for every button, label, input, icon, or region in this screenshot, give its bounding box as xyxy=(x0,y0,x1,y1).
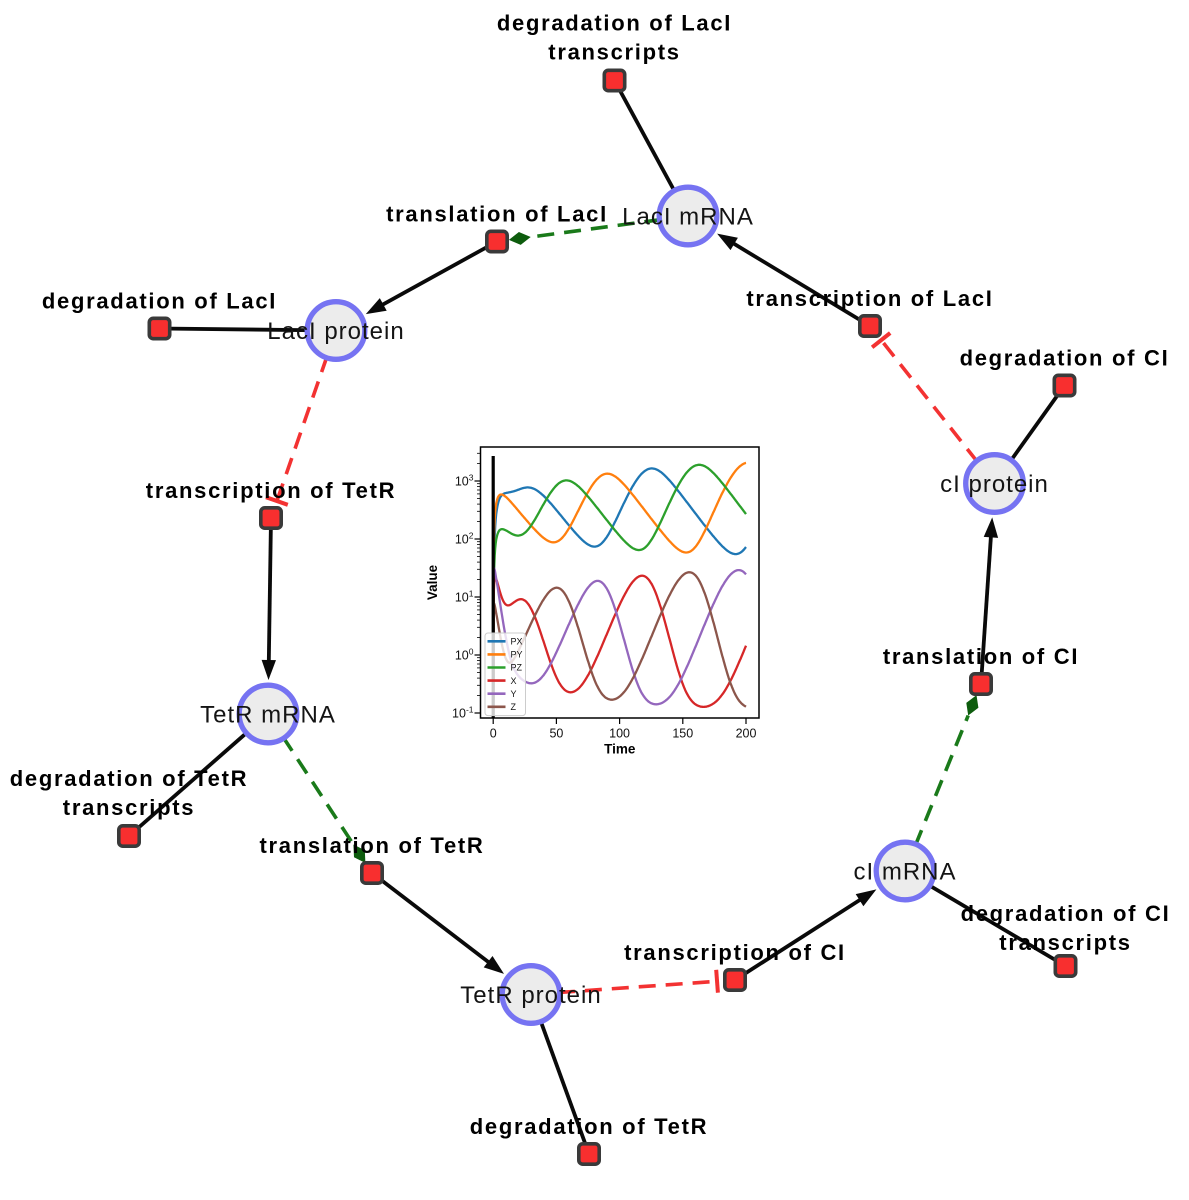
svg-text:Z: Z xyxy=(511,702,517,712)
svg-text:degradation of LacI: degradation of LacI xyxy=(497,11,732,36)
svg-text:PZ: PZ xyxy=(511,663,523,673)
svg-text:translation of TetR: translation of TetR xyxy=(259,833,484,858)
svg-text:150: 150 xyxy=(672,727,693,741)
svg-text:200: 200 xyxy=(736,727,757,741)
svg-text:cI mRNA: cI mRNA xyxy=(854,859,957,886)
svg-text:degradation of CI: degradation of CI xyxy=(960,346,1170,371)
svg-text:degradation of TetR: degradation of TetR xyxy=(470,1114,708,1139)
svg-text:transcripts: transcripts xyxy=(548,40,680,65)
svg-text:PX: PX xyxy=(511,637,523,647)
svg-text:transcription of LacI: transcription of LacI xyxy=(746,286,993,311)
svg-text:Y: Y xyxy=(511,689,517,699)
svg-text:50: 50 xyxy=(549,727,563,741)
svg-text:degradation of LacI: degradation of LacI xyxy=(42,289,277,314)
svg-text:degradation of TetR: degradation of TetR xyxy=(10,766,248,791)
svg-text:LacI mRNA: LacI mRNA xyxy=(622,204,754,231)
svg-text:transcripts: transcripts xyxy=(63,795,195,820)
svg-text:transcripts: transcripts xyxy=(999,930,1131,955)
svg-text:Value: Value xyxy=(425,564,440,600)
svg-text:transcription of CI: transcription of CI xyxy=(624,940,846,965)
svg-text:100: 100 xyxy=(609,727,630,741)
svg-text:translation of LacI: translation of LacI xyxy=(386,202,608,227)
svg-text:PY: PY xyxy=(511,650,523,660)
svg-text:transcription of TetR: transcription of TetR xyxy=(146,478,396,503)
svg-text:degradation of CI: degradation of CI xyxy=(961,901,1171,926)
svg-text:cI protein: cI protein xyxy=(940,471,1049,498)
svg-text:0: 0 xyxy=(490,727,497,741)
svg-text:X: X xyxy=(511,676,517,686)
svg-text:TetR mRNA: TetR mRNA xyxy=(200,702,336,729)
svg-text:Time: Time xyxy=(604,742,636,757)
svg-text:LacI protein: LacI protein xyxy=(267,318,404,345)
svg-text:TetR protein: TetR protein xyxy=(460,982,601,1009)
svg-text:translation of CI: translation of CI xyxy=(883,644,1079,669)
